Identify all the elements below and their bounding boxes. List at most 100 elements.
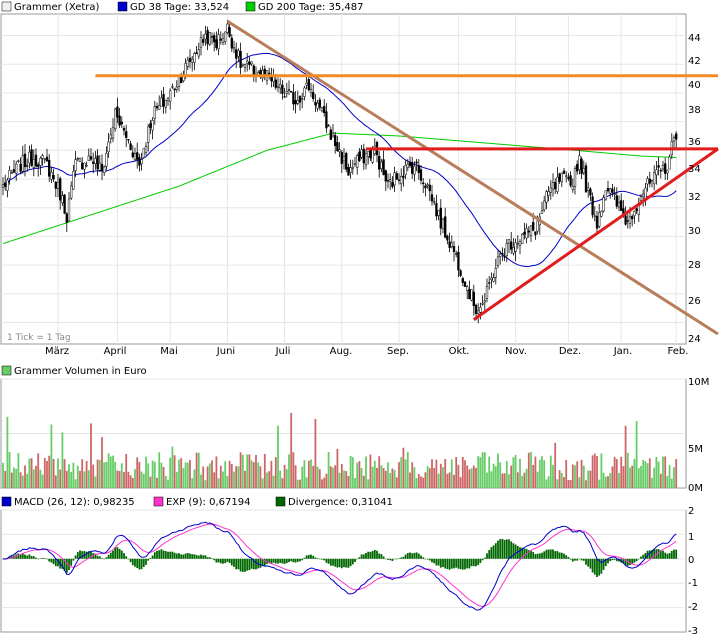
candle-body (624, 215, 627, 225)
divergence-bar (382, 556, 385, 559)
divergence-bar (349, 558, 352, 567)
volume-bar (37, 453, 40, 488)
volume-bar (365, 456, 367, 488)
volume-bar (670, 478, 673, 488)
candle-body (428, 184, 431, 192)
volume-bar (321, 479, 323, 488)
divergence-bar (554, 551, 557, 559)
volume-bar (578, 477, 581, 488)
legend-swatch-gd38 (117, 1, 128, 12)
volume-bar (523, 472, 526, 488)
volume-bar (294, 465, 297, 488)
divergence-bar (123, 553, 125, 559)
candle-body (448, 241, 451, 248)
candle-body (562, 170, 566, 174)
candle-body (334, 135, 337, 146)
divergence-bar (659, 550, 662, 559)
volume-bar (354, 478, 356, 488)
divergence-bar (206, 557, 209, 559)
candle-body (543, 200, 546, 211)
divergence-bar (565, 555, 568, 559)
candle-body (483, 300, 486, 303)
volume-bar (415, 478, 418, 488)
candle-body (162, 94, 165, 107)
divergence-bar (387, 558, 389, 560)
divergence-bar (519, 547, 521, 559)
candle-body (406, 163, 409, 168)
candle-body (529, 225, 533, 236)
price-y-tick-label: 30 (688, 226, 701, 237)
divergence-bar (321, 558, 323, 560)
candle-body (444, 216, 447, 238)
volume-bar (494, 466, 497, 488)
divergence-bar (158, 550, 161, 559)
volume-bar (50, 424, 53, 488)
candle-body (224, 31, 227, 42)
volume-bar (90, 423, 92, 488)
volume-bar (514, 455, 517, 488)
divergence-bar (50, 558, 53, 563)
price-panel: Grammer (Xetra) GD 38 Tage: 33,524 GD 20… (0, 1, 719, 357)
candle-body (532, 222, 535, 231)
candle-body (556, 176, 559, 192)
divergence-bar (76, 552, 79, 559)
divergence-bar (296, 558, 299, 562)
volume-bar (303, 460, 306, 488)
candle-body (547, 191, 550, 196)
divergence-bar (378, 553, 381, 559)
volume-bar (640, 465, 642, 488)
volume-legend-swatch (1, 365, 12, 376)
exp-legend-swatch (153, 496, 164, 507)
candle-body (316, 103, 319, 109)
candle-body (604, 190, 607, 200)
candle-body (384, 170, 387, 182)
candle-body (615, 195, 618, 207)
volume-bar (266, 472, 268, 488)
candle-body (534, 231, 537, 236)
divergence-bar (244, 558, 246, 572)
volume-bar (219, 465, 222, 488)
volume-bar (268, 471, 271, 488)
divergence-bar (360, 554, 363, 559)
candle-body (34, 154, 38, 167)
divergence-bar (246, 558, 249, 571)
candle-body (138, 157, 141, 166)
candle-body (305, 82, 308, 86)
volume-bar (635, 421, 638, 488)
volume-bar (642, 459, 645, 488)
candle-body (230, 37, 233, 49)
volume-bar (543, 460, 546, 488)
volume-bar (19, 472, 22, 488)
candle-body (155, 106, 159, 109)
candle-body (320, 107, 324, 112)
divergence-bar (442, 558, 444, 567)
volume-bar (54, 475, 57, 488)
volume-bar (270, 460, 273, 488)
candle-body (127, 138, 130, 141)
divergence-bar (19, 554, 22, 559)
divergence-bar (294, 558, 297, 563)
divergence-bar (327, 558, 330, 564)
volume-bar (505, 461, 508, 488)
macd-legend-swatch (1, 496, 12, 507)
candle-body (567, 177, 570, 179)
volume-bar (362, 475, 365, 488)
volume-bar (596, 456, 598, 488)
gd38-layer (2, 52, 677, 267)
divergence-bar (450, 558, 453, 569)
candle-body (202, 39, 205, 43)
volume-bar (501, 473, 504, 488)
volume-bar (519, 458, 521, 488)
volume-bar (255, 454, 257, 488)
volume-bar (521, 475, 524, 488)
divergence-bar (640, 556, 642, 559)
candle-body (492, 277, 495, 282)
divergence-bar (202, 555, 205, 559)
volume-bar (105, 461, 108, 488)
divergence-bar (593, 558, 596, 575)
candle-body (514, 242, 517, 252)
volume-bar (536, 471, 539, 488)
candle-body (17, 160, 20, 162)
divergence-bar (541, 552, 543, 559)
candle-body (325, 111, 328, 129)
